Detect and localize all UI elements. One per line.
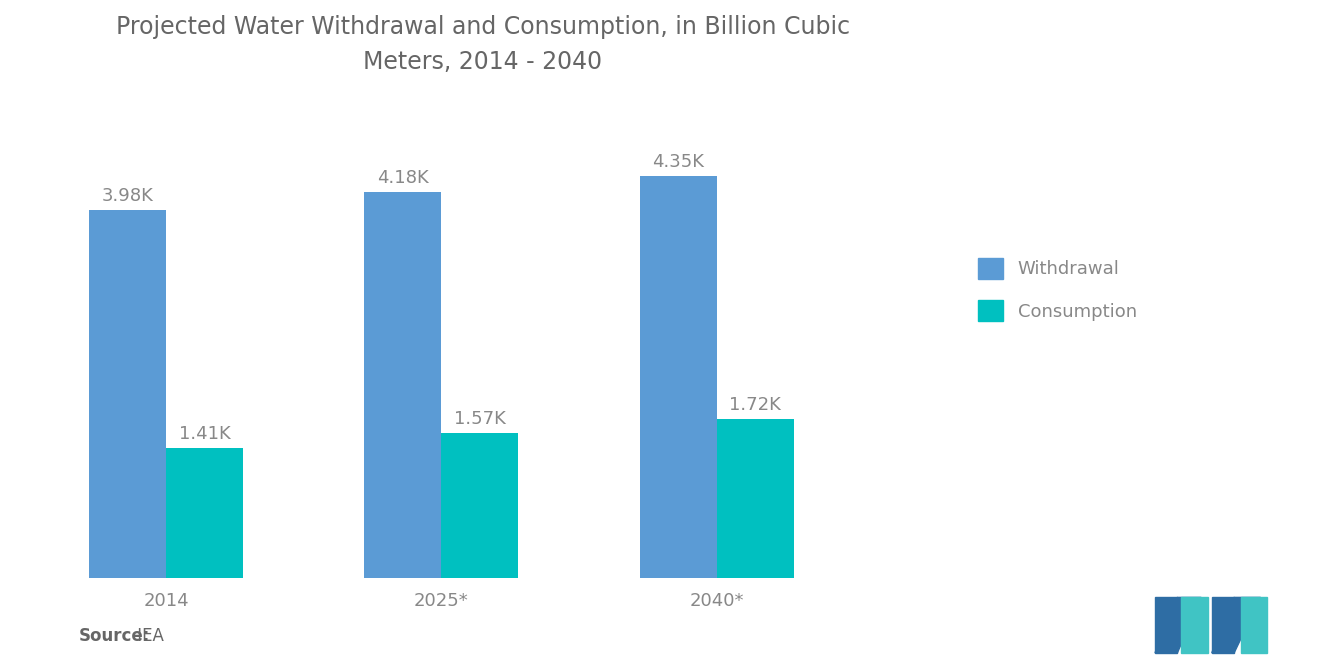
Text: 4.35K: 4.35K bbox=[652, 153, 704, 171]
Text: Source:: Source: bbox=[79, 627, 150, 645]
Polygon shape bbox=[1181, 597, 1208, 653]
Polygon shape bbox=[1212, 597, 1234, 653]
Polygon shape bbox=[1241, 597, 1267, 653]
Bar bbox=[90, 210, 166, 578]
Legend: Withdrawal, Consumption: Withdrawal, Consumption bbox=[969, 249, 1146, 331]
Title: Projected Water Withdrawal and Consumption, in Billion Cubic
Meters, 2014 - 2040: Projected Water Withdrawal and Consumpti… bbox=[116, 15, 850, 74]
Text: IEA: IEA bbox=[132, 627, 164, 645]
Bar bbox=[166, 448, 243, 578]
Text: 3.98K: 3.98K bbox=[102, 188, 153, 205]
Bar bbox=[364, 192, 441, 578]
Text: 1.41K: 1.41K bbox=[180, 425, 231, 443]
Bar bbox=[717, 419, 793, 578]
Polygon shape bbox=[1155, 597, 1201, 653]
Polygon shape bbox=[1155, 597, 1177, 653]
Text: 4.18K: 4.18K bbox=[378, 169, 429, 187]
Text: 1.72K: 1.72K bbox=[729, 396, 781, 414]
Bar bbox=[640, 176, 717, 578]
Text: 1.57K: 1.57K bbox=[454, 410, 506, 428]
Bar bbox=[441, 433, 519, 578]
Polygon shape bbox=[1212, 597, 1261, 653]
